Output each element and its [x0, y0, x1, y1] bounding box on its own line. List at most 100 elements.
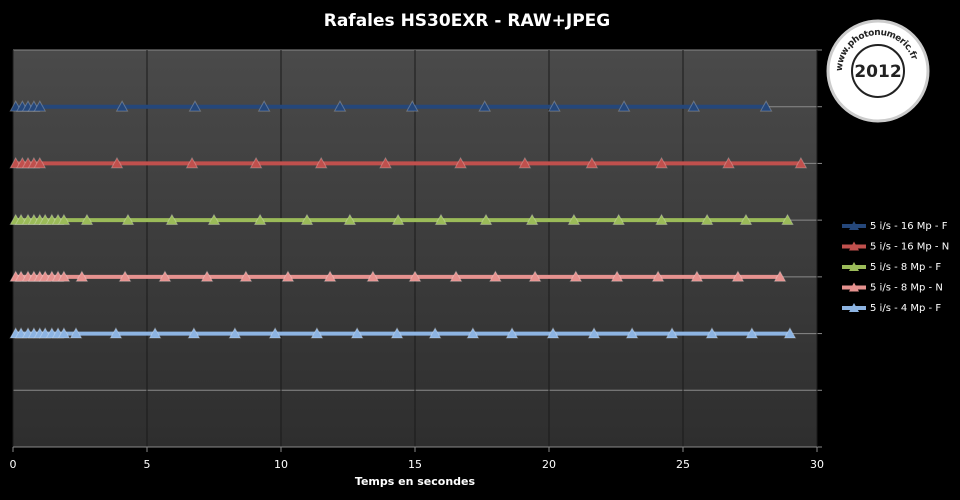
marker	[239, 270, 253, 282]
marker	[434, 213, 448, 226]
x-axis-label: Temps en secondes	[355, 475, 476, 488]
marker	[109, 327, 123, 339]
legend-marker	[849, 262, 859, 271]
legend-marker	[849, 241, 859, 251]
stamp-ring	[851, 44, 905, 98]
marker	[333, 100, 347, 112]
marker	[257, 100, 271, 112]
marker	[705, 327, 719, 339]
x-tick-label: 5	[144, 458, 151, 471]
legend-marker	[849, 221, 859, 230]
marker	[567, 213, 581, 226]
marker	[57, 327, 71, 339]
x-tick-label: 30	[810, 458, 824, 471]
marker	[794, 156, 808, 169]
marker	[350, 327, 364, 339]
marker	[228, 327, 242, 339]
marker	[528, 270, 542, 282]
marker	[479, 213, 493, 226]
marker	[617, 100, 631, 112]
marker	[546, 327, 560, 339]
marker	[731, 270, 745, 282]
marker	[548, 100, 561, 112]
marker	[489, 270, 502, 282]
stamp	[826, 19, 930, 123]
marker	[625, 327, 639, 339]
marker	[57, 213, 71, 226]
marker	[188, 100, 202, 112]
marker	[323, 270, 337, 282]
marker	[454, 156, 467, 169]
marker	[187, 327, 201, 339]
marker	[253, 213, 267, 226]
marker	[118, 270, 132, 282]
legend-label: 5 i/s - 16 Mp - F	[870, 221, 948, 232]
marker	[773, 270, 787, 282]
legend-label: 5 i/s - 8 Mp - N	[870, 283, 943, 294]
marker	[739, 213, 753, 226]
marker	[121, 213, 135, 226]
x-tick-label: 15	[408, 458, 422, 471]
marker	[33, 100, 47, 112]
legend-marker	[849, 303, 859, 312]
marker	[281, 270, 295, 282]
marker	[390, 327, 404, 339]
marker	[783, 327, 797, 339]
marker	[148, 327, 162, 339]
marker	[518, 156, 532, 169]
marker	[505, 327, 519, 339]
marker	[687, 100, 701, 112]
marker	[781, 213, 794, 226]
x-tick-label: 10	[274, 458, 288, 471]
marker	[478, 100, 492, 112]
marker	[466, 327, 480, 339]
watermark-year: 2012	[854, 62, 901, 82]
marker	[722, 156, 735, 169]
marker	[207, 213, 221, 226]
marker	[700, 213, 714, 226]
legend-label: 5 i/s - 8 Mp - F	[870, 262, 941, 273]
marker	[587, 327, 601, 339]
marker	[405, 100, 419, 112]
marker	[655, 213, 668, 226]
marker	[268, 327, 282, 339]
marker	[569, 270, 583, 282]
marker	[690, 270, 704, 282]
x-tick-label: 25	[676, 458, 690, 471]
marker	[314, 156, 328, 169]
series	[9, 156, 808, 169]
marker	[651, 270, 665, 282]
marker	[115, 100, 129, 112]
legend-label: 5 i/s - 4 Mp - F	[870, 303, 941, 314]
marker	[310, 327, 324, 339]
marker	[745, 327, 759, 339]
marker	[14, 270, 28, 282]
marker	[610, 270, 624, 282]
marker	[57, 270, 71, 282]
series	[9, 100, 773, 112]
marker	[185, 156, 199, 169]
marker	[585, 156, 599, 169]
series	[9, 270, 787, 282]
series	[9, 327, 797, 339]
marker	[449, 270, 463, 282]
legend-label: 5 i/s - 16 Mp - N	[870, 242, 949, 253]
marker	[33, 156, 47, 169]
marker	[391, 213, 405, 226]
marker	[165, 213, 179, 226]
marker	[525, 213, 539, 226]
marker	[69, 327, 83, 339]
marker	[655, 156, 668, 169]
marker	[343, 213, 357, 226]
watermark: www.photonumeric.fr 2012	[826, 19, 930, 123]
marker	[408, 270, 422, 282]
marker	[428, 327, 442, 339]
marker	[158, 270, 172, 282]
marker	[14, 327, 28, 339]
marker	[379, 156, 392, 169]
marker	[80, 213, 94, 226]
marker	[665, 327, 679, 339]
marker	[759, 100, 773, 112]
series	[9, 213, 794, 226]
